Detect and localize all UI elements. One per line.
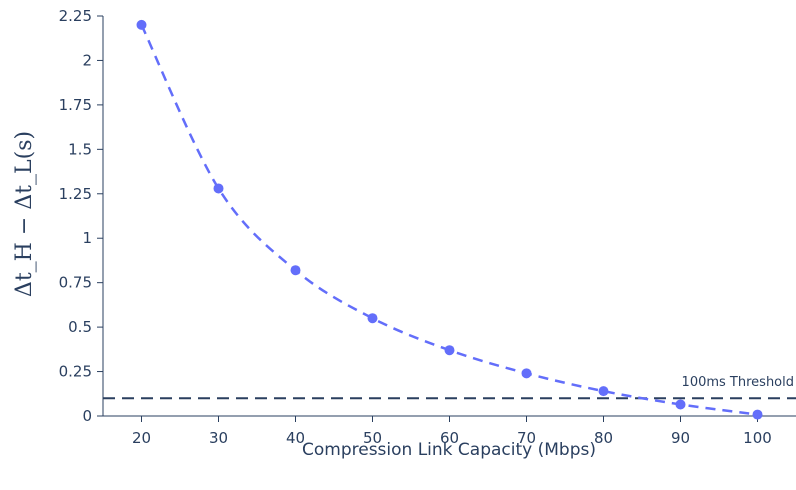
- data-point: [136, 19, 147, 30]
- x-tick-label: 80: [594, 429, 613, 447]
- y-tick-label: 1.75: [59, 96, 92, 114]
- y-tick-label: 1.25: [59, 185, 92, 203]
- y-tick-label: 0.75: [59, 274, 92, 292]
- data-point: [290, 265, 301, 276]
- y-axis-ticks: 0 0.25 0.5 0.75 1 1.25 1.5 1.75 2 2.25: [59, 7, 103, 425]
- y-tick-label: 0.25: [59, 363, 92, 381]
- x-tick-label: 70: [517, 429, 536, 447]
- series-points: [136, 19, 763, 420]
- data-point: [752, 409, 763, 420]
- data-point: [675, 399, 686, 410]
- y-tick-label: 1.5: [68, 140, 92, 158]
- threshold-label: 100ms Threshold: [682, 375, 794, 390]
- y-tick-label: 0: [82, 407, 92, 425]
- x-tick-label: 20: [132, 429, 151, 447]
- y-tick-label: 1: [82, 229, 92, 247]
- x-tick-label: 40: [286, 429, 305, 447]
- x-tick-label: 50: [363, 429, 382, 447]
- x-tick-label: 100: [743, 429, 772, 447]
- y-tick-label: 2.25: [59, 7, 92, 25]
- x-tick-label: 60: [440, 429, 459, 447]
- x-axis-title: Compression Link Capacity (Mbps): [302, 440, 596, 460]
- series-line: [140, 24, 758, 416]
- y-tick-label: 0.5: [68, 318, 92, 336]
- x-axis-ticks: 20 30 40 50 60 70 80 90 100: [132, 416, 772, 447]
- data-point: [598, 386, 609, 397]
- y-tick-label: 2: [82, 51, 92, 69]
- data-point: [367, 313, 378, 324]
- y-axis-title: Δt_H − Δt_L(s): [12, 131, 37, 297]
- data-point: [213, 183, 224, 194]
- data-point: [444, 345, 455, 356]
- x-tick-label: 30: [209, 429, 228, 447]
- x-tick-label: 90: [671, 429, 690, 447]
- data-point: [521, 368, 532, 379]
